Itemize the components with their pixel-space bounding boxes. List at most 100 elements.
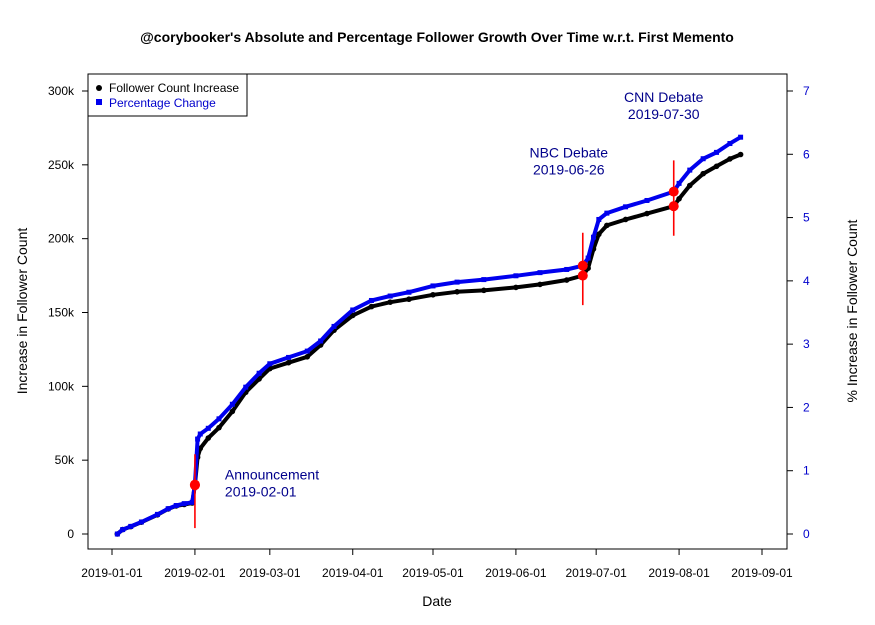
y-axis-label-right: % Increase in Follower Count (844, 219, 860, 402)
event-marker-right-cnn-debate (668, 186, 679, 197)
event-marker-left-nbc-debate (577, 270, 588, 281)
data-point (563, 277, 570, 283)
data-point (590, 234, 596, 240)
data-point (349, 312, 356, 319)
data-point (564, 266, 570, 272)
event-label-announcement: Announcement (225, 466, 319, 482)
x-axis-label: Date (422, 593, 452, 609)
legend-box (87, 73, 248, 117)
plot-area-border (87, 73, 788, 550)
data-point (713, 163, 720, 170)
x-tick-label: 2019-09-01 (731, 566, 793, 580)
data-point (687, 167, 693, 173)
y-tick-label-left: 0 (67, 527, 74, 541)
data-point (286, 354, 292, 360)
data-point (738, 134, 744, 140)
data-point (138, 519, 144, 525)
data-point (195, 436, 201, 442)
y-axis-label-left: Increase in Follower Count (14, 228, 30, 395)
data-point (128, 523, 134, 529)
x-tick-label: 2019-08-01 (648, 566, 710, 580)
data-point (120, 527, 126, 533)
data-point (406, 289, 412, 295)
x-tick-label: 2019-06-01 (485, 566, 547, 580)
data-point (430, 291, 436, 298)
data-point (454, 289, 460, 295)
y-tick-label-right: 3 (803, 337, 810, 351)
data-point (513, 284, 519, 291)
data-point (350, 307, 356, 313)
data-point (537, 281, 543, 288)
data-point (644, 197, 650, 203)
data-point (205, 435, 212, 441)
y-tick-label-left: 200k (48, 232, 75, 246)
data-point (368, 303, 375, 310)
event-marker-right-nbc-debate (577, 260, 588, 271)
data-point (676, 195, 682, 202)
data-point (368, 297, 374, 303)
data-point (256, 370, 262, 376)
data-point (430, 283, 436, 289)
data-point (216, 416, 222, 422)
data-point (481, 277, 487, 283)
event-marker-right-announcement (189, 479, 200, 490)
data-point (714, 149, 720, 155)
y-tick-label-left: 300k (48, 84, 75, 98)
data-point (229, 408, 236, 415)
data-point (331, 323, 337, 329)
data-point (285, 359, 292, 366)
y-tick-label-right: 0 (803, 527, 810, 541)
data-point (727, 141, 733, 147)
y-tick-label-right: 1 (803, 464, 810, 478)
data-point (181, 501, 187, 507)
x-tick-label: 2019-04-01 (322, 566, 384, 580)
legend: Follower Count Increase Percentage Chang… (87, 73, 248, 117)
data-point (406, 296, 412, 303)
x-tick-label: 2019-07-01 (565, 566, 627, 580)
y-tick-label-right: 2 (803, 400, 810, 414)
x-tick-label: 2019-01-01 (81, 566, 143, 580)
data-point (205, 425, 211, 431)
y-tick-label-right: 5 (803, 211, 810, 225)
data-point (165, 506, 171, 512)
y-tick-label-left: 50k (55, 453, 75, 467)
data-point (197, 431, 203, 437)
data-point (481, 287, 487, 294)
event-label-nbc-debate: NBC Debate (529, 145, 608, 161)
legend-marker-follower-count (96, 85, 102, 91)
data-point (622, 216, 629, 223)
data-point (623, 204, 629, 210)
data-point (604, 210, 610, 216)
data-point (686, 182, 693, 189)
data-point (537, 270, 543, 276)
legend-marker-percentage-change (96, 99, 102, 105)
data-point (154, 511, 160, 517)
axes: 2019-01-01 2019-02-01 2019-03-01 2019-04-01… (48, 84, 810, 580)
data-point (229, 401, 235, 407)
data-point (318, 338, 324, 344)
event-date-announcement: 2019-02-01 (225, 483, 297, 499)
event-date-nbc-debate: 2019-06-26 (533, 162, 605, 178)
data-point (596, 216, 602, 222)
data-point (700, 156, 706, 162)
series (114, 134, 744, 537)
y-tick-label-left: 100k (48, 379, 75, 393)
y-tick-label-right: 4 (803, 274, 810, 288)
data-point (114, 531, 120, 537)
data-point (700, 170, 706, 177)
chart-title: @corybooker's Absolute and Percentage Fo… (140, 29, 734, 45)
y-tick-label-left: 150k (48, 306, 75, 320)
x-tick-label: 2019-05-01 (402, 566, 464, 580)
event-label-cnn-debate: CNN Debate (624, 89, 704, 105)
data-point (243, 384, 249, 390)
data-point (513, 273, 519, 279)
data-point (454, 279, 460, 285)
data-point (676, 180, 682, 186)
x-tick-label: 2019-03-01 (239, 566, 301, 580)
x-tick-label: 2019-02-01 (164, 566, 226, 580)
data-point (387, 293, 393, 299)
data-point (189, 499, 195, 505)
series-line-percentage-change (116, 135, 742, 536)
